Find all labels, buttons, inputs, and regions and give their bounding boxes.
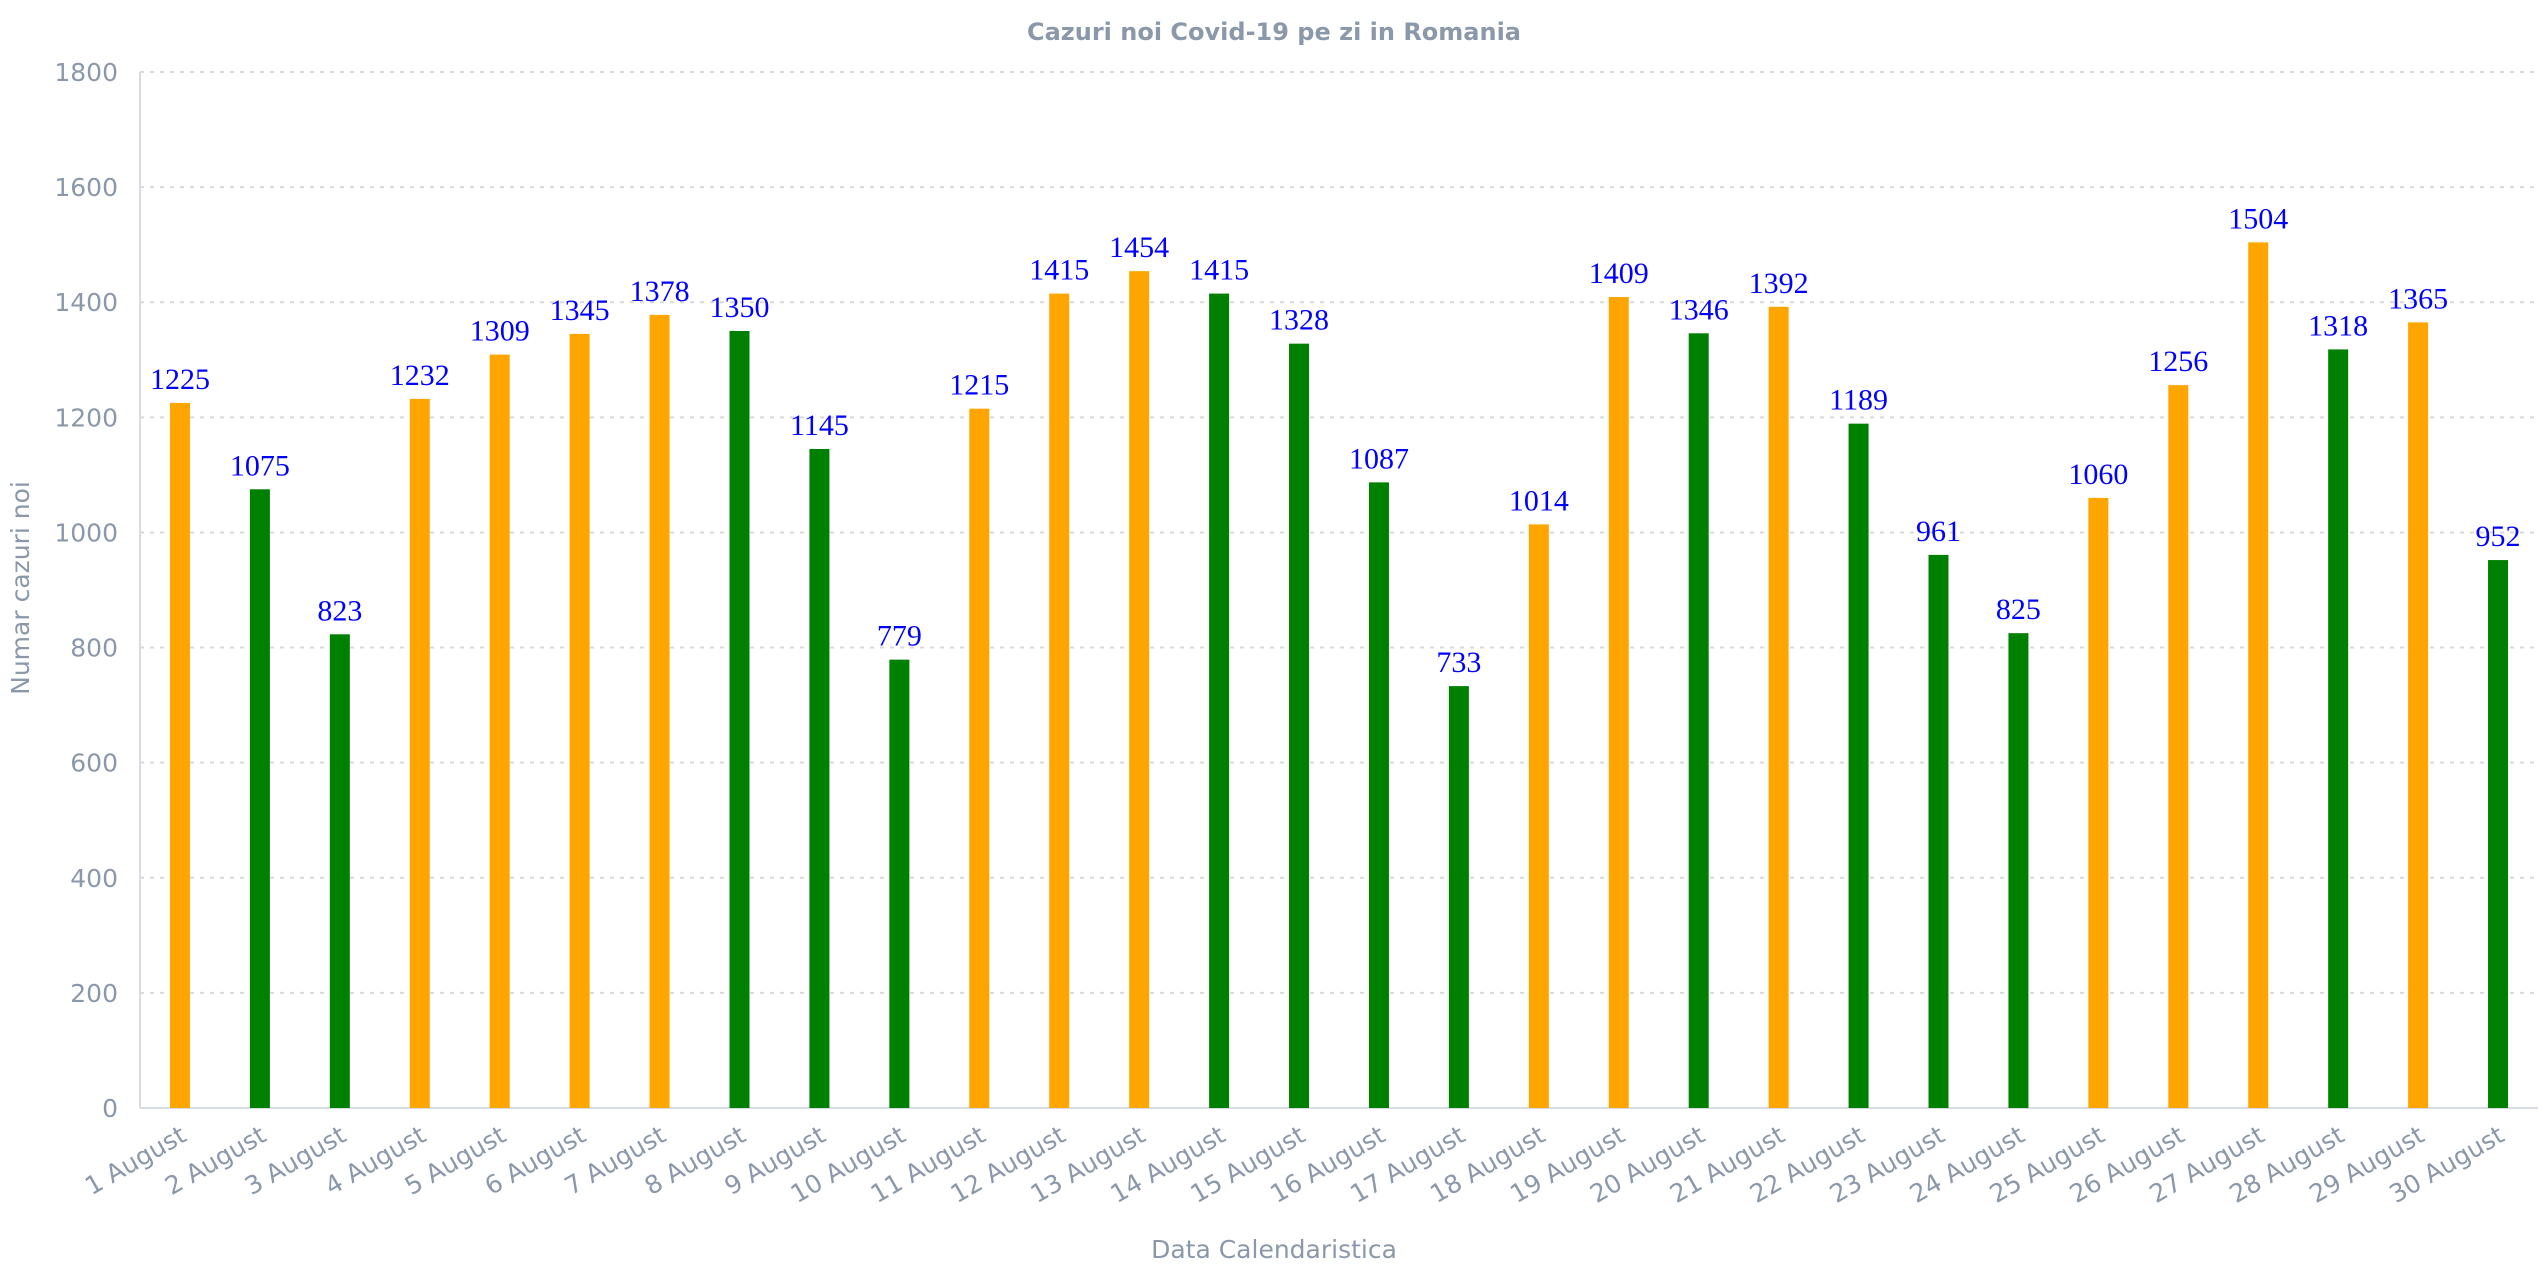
bar-value-label: 733 (1436, 646, 1481, 679)
bar-value-label: 1365 (2388, 282, 2448, 315)
bar-3 (329, 634, 350, 1108)
bar-8 (729, 331, 750, 1108)
y-axis-title: Numar cazuri noi (6, 481, 35, 695)
bar-12 (1049, 293, 1070, 1109)
bar-14 (1209, 293, 1230, 1109)
bar-9 (809, 448, 830, 1108)
bar-value-label: 825 (1996, 593, 2041, 626)
bar-value-label: 1232 (390, 359, 450, 392)
bar-29 (2408, 322, 2429, 1108)
bar-value-label: 1350 (710, 291, 770, 324)
bar-26 (2168, 385, 2189, 1108)
y-tick-label: 1000 (54, 518, 118, 547)
bar-value-label: 1014 (1509, 484, 1569, 517)
bar-21 (1768, 306, 1789, 1108)
bar-30 (2488, 560, 2509, 1108)
bar-1 (169, 402, 190, 1108)
chart-title: Cazuri noi Covid-19 pe zi in Romania (1027, 18, 1521, 46)
bar-value-label: 1318 (2308, 309, 2368, 342)
bar-value-label: 1328 (1269, 304, 1329, 337)
bar-value-label: 1215 (949, 369, 1009, 402)
bar-19 (1608, 297, 1629, 1108)
bar-16 (1368, 482, 1389, 1109)
bar-value-label: 1060 (2068, 458, 2128, 491)
bar-value-label: 1075 (230, 449, 290, 482)
bar-6 (569, 333, 590, 1108)
bar-value-label: 1189 (1829, 384, 1888, 417)
bar-24 (2008, 633, 2029, 1108)
bars-layer (169, 242, 2509, 1109)
bar-2 (249, 489, 270, 1108)
y-tick-label: 1400 (54, 288, 118, 317)
labels-layer: 1225 1075 823 1232 1309 1345 1378 1350 1145 779 12… (150, 202, 2521, 679)
bar-value-label: 1225 (150, 363, 210, 396)
bar-27 (2248, 242, 2269, 1108)
bar-value-label: 952 (2476, 520, 2521, 553)
bar-17 (1448, 686, 1469, 1108)
bar-value-label: 961 (1916, 515, 1961, 548)
bar-value-label: 1309 (470, 315, 530, 348)
bar-15 (1289, 343, 1310, 1108)
bar-value-label: 1392 (1749, 267, 1809, 300)
bar-value-label: 1504 (2228, 202, 2288, 235)
y-tick-label: 200 (70, 979, 118, 1008)
bar-25 (2088, 497, 2109, 1108)
y-tick-label: 1800 (54, 58, 118, 87)
bar-value-label: 1454 (1109, 231, 1169, 264)
bar-value-label: 1409 (1589, 257, 1649, 290)
bar-value-label: 823 (317, 594, 362, 627)
bar-28 (2328, 349, 2349, 1108)
y-tick-label: 1200 (54, 403, 118, 432)
bar-value-label: 1345 (550, 294, 610, 327)
bar-23 (1928, 554, 1949, 1108)
bar-value-label: 1087 (1349, 442, 1409, 475)
bar-value-label: 1415 (1029, 254, 1089, 287)
x-axis-title: Data Calendaristica (1151, 1235, 1397, 1264)
bar-value-label: 1346 (1669, 293, 1729, 326)
bar-value-label: 1378 (630, 275, 690, 308)
bar-22 (1848, 423, 1869, 1109)
bar-value-label: 1145 (790, 409, 849, 442)
y-tick-label: 0 (102, 1094, 118, 1123)
bar-10 (889, 659, 910, 1108)
y-tick-label: 600 (70, 749, 118, 778)
bar-value-label: 1256 (2148, 345, 2208, 378)
bar-5 (489, 354, 510, 1108)
y-tick-label: 800 (70, 634, 118, 663)
bar-18 (1528, 524, 1549, 1108)
bar-4 (409, 398, 430, 1109)
bar-11 (969, 408, 990, 1108)
bar-value-label: 779 (877, 620, 922, 653)
bar-7 (649, 314, 670, 1109)
bar-20 (1688, 333, 1709, 1108)
bar-value-label: 1415 (1189, 254, 1249, 287)
y-tick-label: 1600 (54, 173, 118, 202)
y-tick-label: 400 (70, 864, 118, 893)
bar-13 (1129, 271, 1150, 1108)
